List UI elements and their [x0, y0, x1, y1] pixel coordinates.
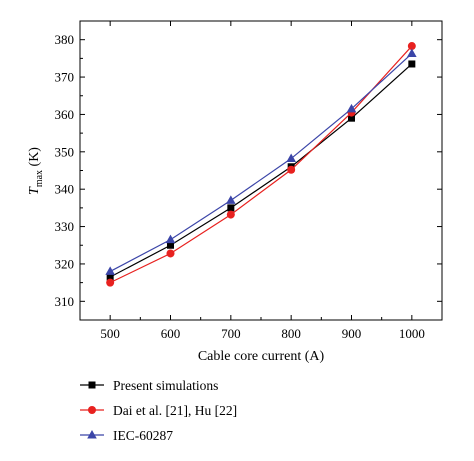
triangle-marker: [407, 48, 417, 58]
plot-frame: [79, 20, 443, 321]
triangle-marker: [165, 234, 176, 244]
legend-square-marker: [88, 381, 96, 389]
circle-marker: [166, 249, 175, 258]
series-line: [109, 53, 413, 272]
x-tick-label: 600: [161, 326, 181, 341]
circle-marker: [106, 278, 115, 287]
square-marker: [227, 204, 235, 212]
y-tick-label: 370: [55, 70, 75, 85]
circle-marker: [226, 210, 235, 219]
legend-label: Present simulations: [113, 378, 218, 393]
y-tick-label: 360: [55, 107, 75, 122]
y-axis-label-unit: (K): [27, 147, 42, 170]
x-tick-label: 1000: [399, 326, 425, 341]
series-line: [109, 45, 413, 284]
square-marker: [106, 273, 114, 281]
series-line: [109, 63, 413, 278]
series-circle: [106, 42, 416, 287]
y-axis-ticks: 310 320 330 340 350 360 370 380: [55, 32, 442, 309]
x-tick-label: 800: [281, 326, 301, 341]
square-marker: [167, 241, 174, 249]
y-axis-label-main: T: [27, 186, 42, 195]
y-tick-label: 350: [55, 144, 75, 159]
legend-item: Dai et al. [21], Hu [22]: [80, 403, 237, 418]
triangle-marker: [226, 195, 236, 204]
x-tick-label: 900: [342, 326, 362, 341]
triangle-marker: [105, 266, 115, 275]
square-marker: [408, 60, 416, 68]
y-tick-label: 330: [55, 219, 75, 234]
x-tick-label: 700: [221, 326, 241, 341]
square-marker: [348, 114, 355, 122]
legend-item: IEC-60287: [80, 428, 173, 443]
circle-marker: [407, 42, 416, 51]
x-axis-ticks: 500 600 700 800 900 1000: [100, 21, 425, 341]
legend-label: Dai et al. [21], Hu [22]: [113, 403, 237, 418]
y-tick-label: 320: [55, 256, 75, 271]
y-tick-label: 340: [55, 182, 75, 197]
legend-item: Present simulations: [80, 378, 218, 393]
y-axis-label: Tmax (K): [27, 147, 45, 195]
y-tick-label: 380: [55, 32, 75, 47]
series-triangle: [105, 48, 417, 275]
y-axis-label-subscript: max: [34, 170, 45, 187]
y-tick-label: 310: [55, 294, 75, 309]
triangle-marker: [346, 103, 357, 113]
legend-label: IEC-60287: [113, 428, 173, 443]
x-axis-label: Cable core current (A): [198, 349, 325, 364]
x-tick-label: 500: [100, 326, 120, 341]
legend: Present simulations Dai et al. [21], Hu […: [80, 378, 237, 443]
series-layer: [105, 42, 417, 287]
legend-triangle-marker: [87, 430, 97, 439]
circle-marker: [287, 165, 296, 174]
legend-circle-marker: [88, 406, 96, 414]
triangle-marker: [286, 153, 296, 163]
